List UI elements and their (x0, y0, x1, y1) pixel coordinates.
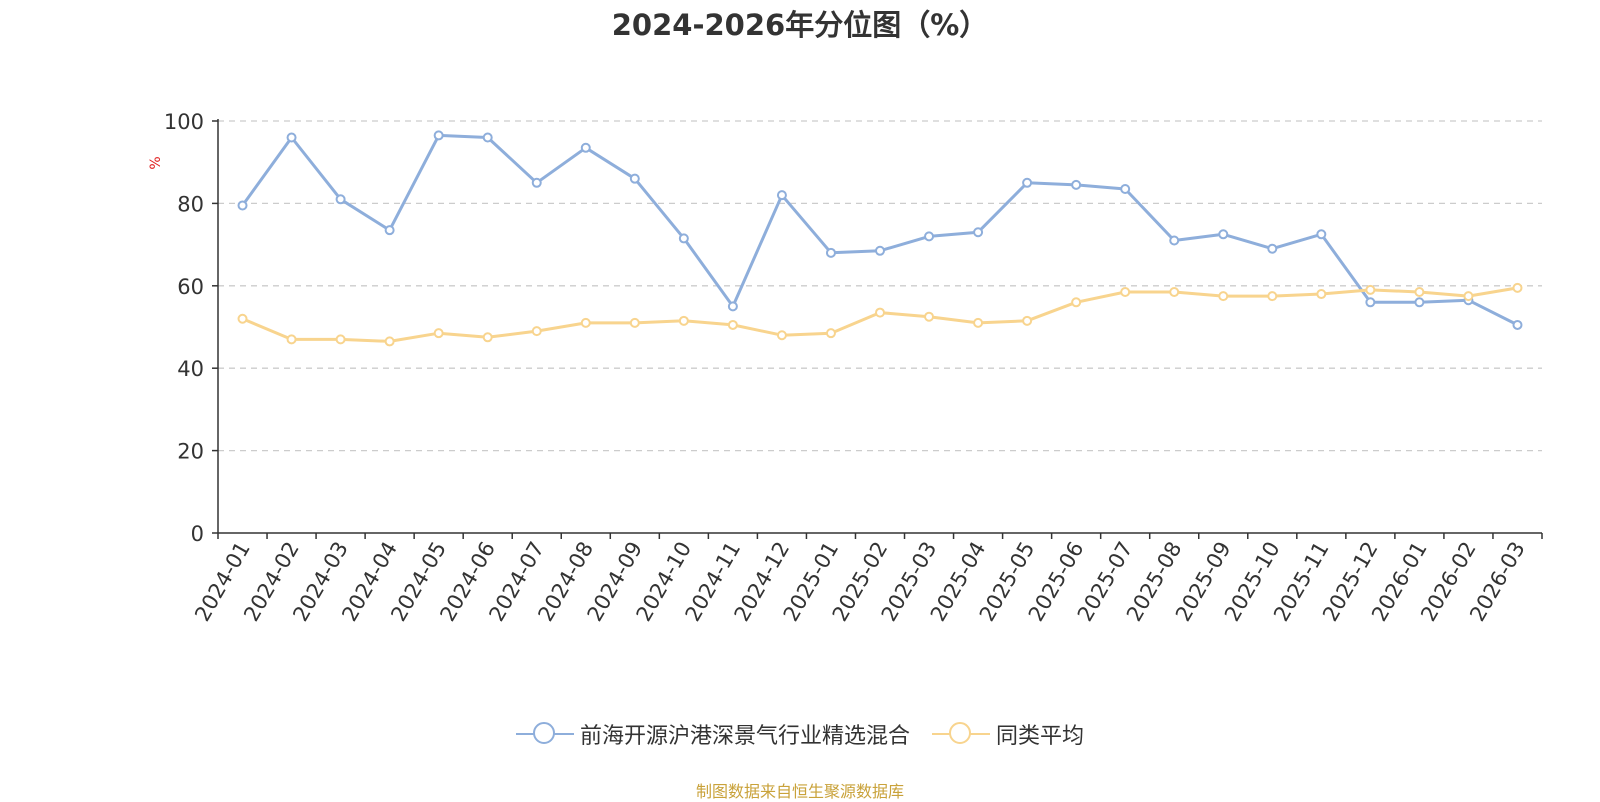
series-1-point (1071, 297, 1082, 308)
chart-title: 2024-2026年分位图（%） (611, 8, 989, 42)
series-0-point (825, 247, 836, 258)
legend: 前海开源沪港深景气行业精选混合 同类平均 (0, 718, 1600, 750)
series-1-point (776, 330, 787, 341)
series-1-point (1512, 282, 1523, 293)
series-1-point (286, 334, 297, 345)
series-0-point (678, 233, 689, 244)
grid-layer (218, 120, 1542, 452)
legend-label-peer-average: 同类平均 (996, 724, 1085, 749)
series-1-point (384, 336, 395, 347)
series-1-point (1120, 286, 1131, 297)
series-1-point (1022, 315, 1033, 326)
series-0-point (1218, 229, 1229, 240)
series-1-point (1218, 291, 1229, 302)
series-0-point (1022, 177, 1033, 188)
series-0-point (1316, 229, 1327, 240)
series-1-point (1463, 291, 1474, 302)
series-0-point (433, 130, 444, 141)
series-1-point (973, 317, 984, 328)
series-0-point (924, 231, 935, 242)
series-layer (237, 130, 1523, 347)
series-0-point (973, 227, 984, 238)
series-1-point (1414, 286, 1425, 297)
series-0-point (384, 225, 395, 236)
legend-swatch-peer-average (932, 719, 990, 749)
series-0-point (1512, 319, 1523, 330)
series-0-point (1267, 243, 1278, 254)
y-tick-label-0: 0 (191, 522, 204, 546)
series-0-point (629, 173, 640, 184)
series-1-point (629, 317, 640, 328)
series-0-point (1169, 235, 1180, 246)
series-0-point (482, 132, 493, 143)
series-1-point (1169, 286, 1180, 297)
series-1-point (924, 311, 935, 322)
series-0-point (237, 200, 248, 211)
y-tick-label-100: 100 (164, 110, 204, 134)
y-axis-label: % (148, 156, 164, 169)
series-0-point (1120, 183, 1131, 194)
series-0-point (727, 301, 738, 312)
legend-item-fund[interactable]: 前海开源沪港深景气行业精选混合 (515, 718, 910, 750)
legend-swatch-fund (515, 719, 574, 749)
series-1-point (875, 307, 885, 318)
series-0-point (1414, 297, 1425, 308)
series-line-0 (241, 133, 1519, 327)
series-0-point (580, 142, 591, 153)
series-0-point (1365, 297, 1376, 308)
series-0-point (286, 132, 297, 143)
series-1-point (678, 315, 689, 326)
y-tick-label-20: 20 (177, 440, 204, 464)
series-1-point (482, 332, 493, 343)
series-0-point (531, 177, 542, 188)
series-1-point (580, 317, 591, 328)
series-1-point (727, 319, 738, 330)
series-1-point (1316, 289, 1327, 300)
axis-layer: 0204060801002024-012024-022024-032024-04… (164, 110, 1543, 625)
y-tick-label-40: 40 (177, 357, 204, 381)
series-0-point (875, 245, 885, 256)
y-tick-label-80: 80 (177, 192, 204, 216)
series-1-point (1365, 284, 1376, 295)
source-note: 制图数据来自恒生聚源数据库 (695, 782, 904, 801)
series-1-point (825, 328, 836, 339)
series-1-point (237, 313, 248, 324)
series-1-point (433, 328, 444, 339)
series-0-point (1071, 179, 1082, 190)
series-1-point (1267, 291, 1278, 302)
legend-item-peer-average[interactable]: 同类平均 (932, 718, 1084, 750)
series-1-point (531, 326, 542, 337)
y-tick-label-60: 60 (177, 275, 204, 299)
series-1-point (335, 334, 346, 345)
series-0-point (335, 194, 346, 205)
series-0-point (776, 190, 787, 201)
legend-label-fund: 前海开源沪港深景气行业精选混合 (579, 724, 910, 749)
